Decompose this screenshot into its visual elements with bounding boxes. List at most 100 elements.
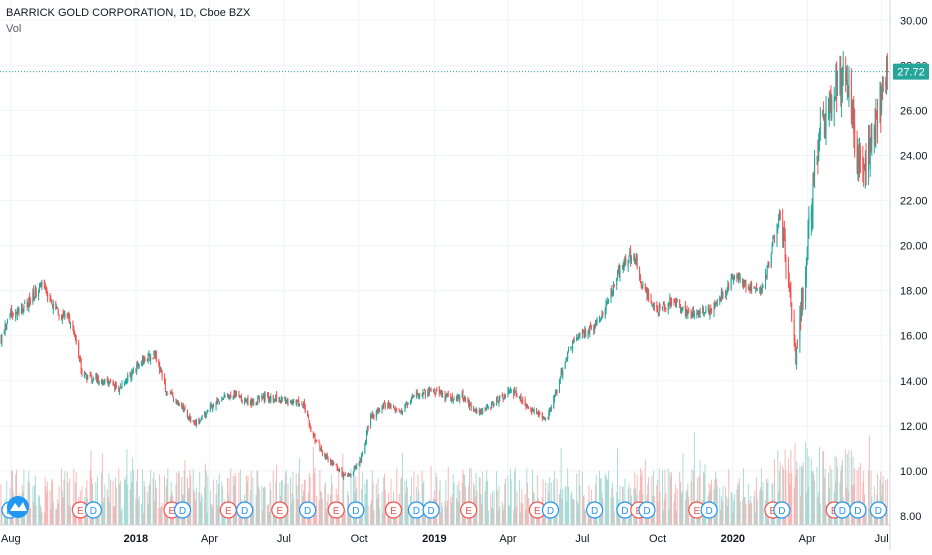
x-tick-label: 2019 [422, 533, 446, 545]
volume-bar [423, 480, 425, 525]
volume-bar [484, 491, 486, 525]
volume-bar [751, 502, 753, 525]
candle-body [679, 299, 681, 308]
candle-body [194, 422, 196, 424]
dividend-marker[interactable]: D [236, 501, 254, 519]
candle-body [258, 398, 260, 401]
candle-body [193, 421, 195, 423]
candle-body [213, 405, 215, 407]
candle-body [782, 220, 784, 244]
volume-bar [56, 499, 58, 525]
candle-body [725, 292, 727, 296]
candle-body [499, 396, 501, 399]
candle-body [325, 455, 327, 458]
event-markers: DEDEDEDEDEDEDDEEDDDEDEDEDEDDD [1, 496, 887, 519]
dividend-marker[interactable]: D [407, 501, 425, 519]
volume-bar [129, 489, 131, 525]
candle-body [590, 325, 592, 328]
earnings-marker[interactable]: E [219, 501, 237, 519]
dividend-marker[interactable]: D [422, 501, 440, 519]
candle-body [482, 408, 484, 414]
earnings-marker[interactable]: E [271, 501, 289, 519]
candle-body [47, 294, 49, 299]
candle-body [195, 420, 197, 425]
volume-bar [753, 496, 755, 525]
event-circle [541, 501, 560, 519]
dividend-marker[interactable]: D [869, 501, 887, 519]
dividend-marker[interactable]: D [638, 501, 656, 519]
volume-bar [132, 470, 134, 525]
volume-bar [382, 512, 384, 525]
candle-body [630, 258, 632, 263]
dividend-marker[interactable]: D [586, 501, 604, 519]
candle-body [177, 401, 179, 405]
volume-bar [410, 477, 412, 525]
dividend-marker[interactable]: D [299, 501, 317, 519]
volume-bar [143, 480, 145, 525]
candle-body [240, 396, 242, 398]
dividend-marker[interactable]: D [849, 501, 867, 519]
candle-body [232, 397, 234, 399]
volume-bar [315, 505, 317, 525]
candle-body [0, 337, 2, 342]
candle-body [115, 385, 117, 388]
volume-bar [693, 431, 695, 525]
volume-bar [107, 496, 109, 525]
candle-body [553, 398, 555, 409]
candle-body [446, 393, 448, 395]
volume-bar [823, 477, 825, 525]
earnings-marker[interactable]: E [460, 501, 478, 519]
earnings-marker[interactable]: E [384, 501, 403, 519]
candle-body [352, 471, 354, 476]
candle-body [428, 389, 430, 393]
volume-bar [485, 481, 487, 525]
volume-bar [668, 509, 670, 525]
grid-lines [0, 0, 890, 525]
dividend-marker[interactable]: D [700, 501, 718, 519]
candle-body [314, 435, 316, 442]
candle-body [573, 339, 575, 342]
dividend-marker[interactable]: D [173, 501, 192, 519]
volume-bar [722, 486, 724, 525]
volume-bar [330, 474, 332, 525]
candle-body [275, 395, 277, 400]
candle-body [650, 298, 652, 302]
volume-bar [607, 480, 609, 525]
volume-bar [576, 473, 578, 525]
candle-body [34, 296, 36, 298]
earnings-marker[interactable]: E [327, 501, 345, 519]
candle-body [66, 315, 68, 317]
candle-body [771, 247, 773, 253]
dividend-marker[interactable]: D [773, 501, 791, 519]
candle-body [96, 373, 98, 383]
volume-bar [796, 468, 798, 525]
earnings-marker[interactable]: E [528, 501, 546, 519]
candle-body [480, 410, 482, 414]
x-tick-label: Oct [649, 533, 666, 545]
candle-body [618, 267, 620, 275]
dividend-marker[interactable]: D [541, 501, 560, 519]
candle-body [685, 309, 687, 319]
volume-bars [0, 431, 888, 525]
volume-bar [406, 487, 408, 525]
dividend-marker[interactable]: D [347, 501, 365, 519]
volume-bar [559, 489, 561, 525]
dividend-marker[interactable]: D [833, 501, 851, 519]
candle-body [762, 285, 764, 286]
volume-bar [796, 461, 798, 525]
candle-body [588, 331, 590, 333]
volume-bar [885, 480, 887, 525]
candle-body [496, 398, 498, 400]
dividend-marker[interactable]: D [84, 501, 102, 519]
volume-bar [825, 504, 827, 525]
tradingview-logo-icon[interactable] [7, 496, 29, 518]
candle-body [90, 374, 92, 376]
candle-body [262, 395, 264, 397]
volume-bar [846, 454, 848, 525]
candle-body [805, 273, 807, 301]
candle-body [796, 350, 798, 366]
volume-bar [737, 482, 739, 525]
candle-body [796, 346, 798, 348]
